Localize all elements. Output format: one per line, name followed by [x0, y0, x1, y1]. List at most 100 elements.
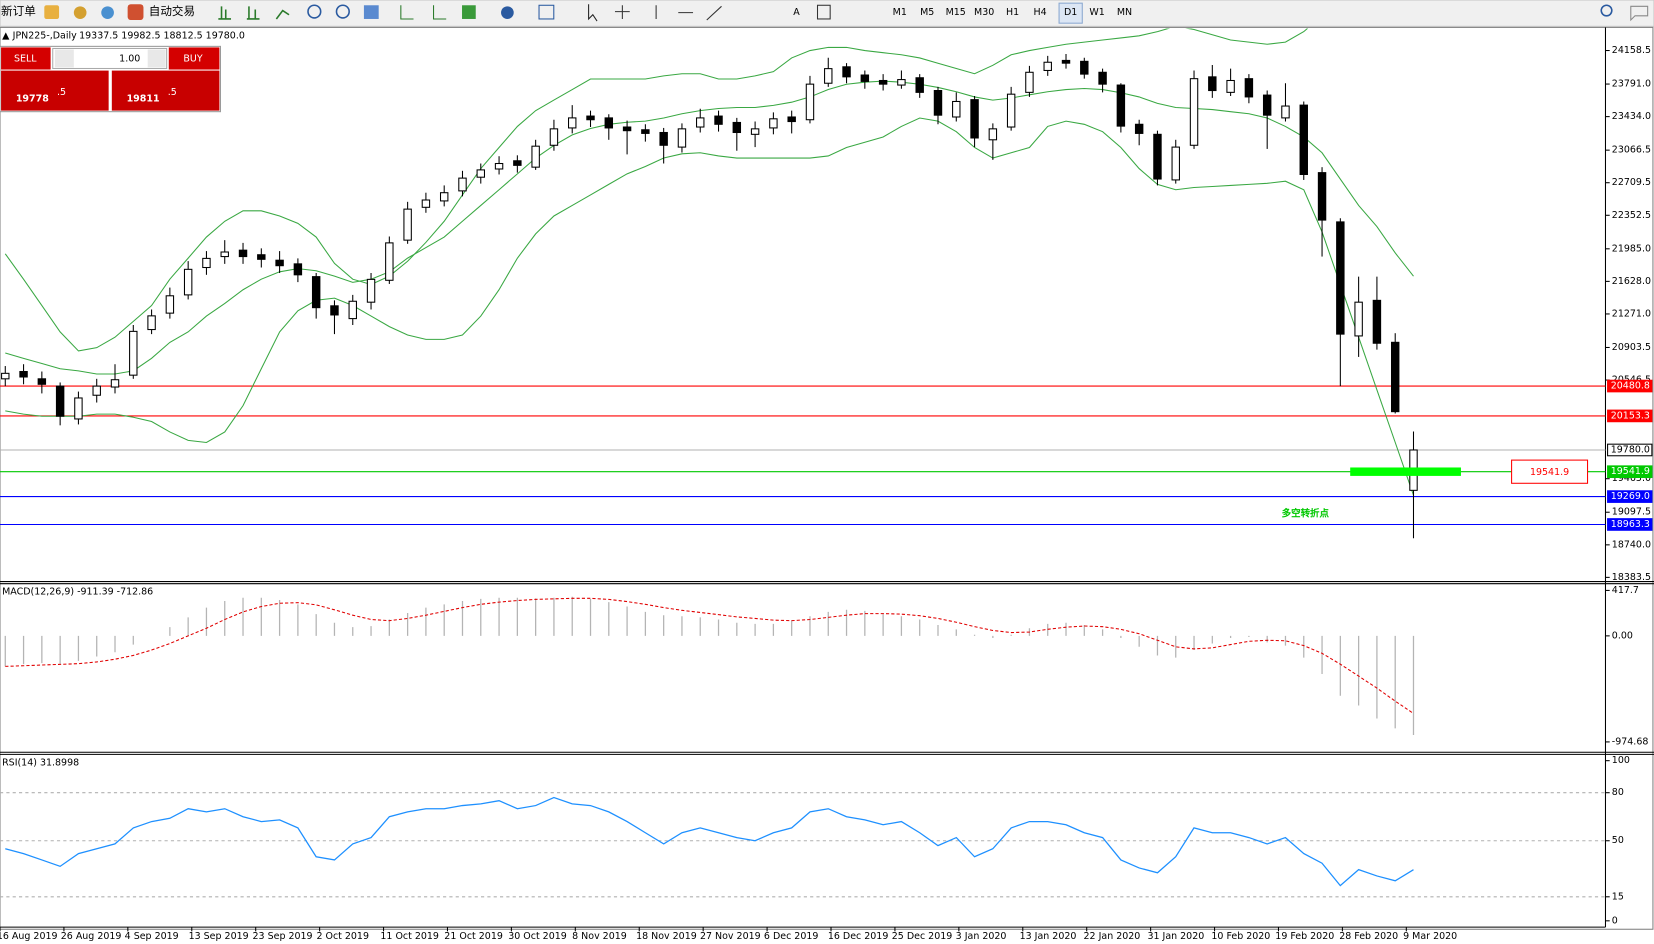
timeframe-button[interactable]: M5	[920, 7, 934, 18]
y-tick-label: 0.00	[1612, 630, 1633, 641]
candle-body	[37, 378, 47, 385]
candle-body	[220, 251, 229, 258]
icon[interactable]	[73, 6, 87, 19]
buy-price-box[interactable]	[111, 70, 220, 111]
chart-title: JPN225-,Daily	[12, 30, 77, 41]
buy-label[interactable]: BUY	[183, 54, 202, 65]
sell-button[interactable]	[1, 47, 51, 70]
candle-body	[1025, 71, 1034, 93]
search-icon[interactable]	[1600, 4, 1613, 17]
y-tick-label: 20903.5	[1612, 342, 1651, 353]
candle-body	[385, 242, 394, 281]
candle-body	[750, 128, 760, 135]
y-tick-label: 15	[1612, 891, 1624, 902]
timeframe-button[interactable]: M1	[893, 7, 907, 18]
pivot-label-box	[1511, 459, 1589, 484]
cursor-icon[interactable]	[588, 4, 598, 22]
candle-body	[714, 115, 723, 125]
auto-trading-button[interactable]: 自动交易	[149, 4, 195, 18]
candle-body	[604, 117, 614, 129]
candle-body	[275, 259, 284, 267]
candle-body	[330, 305, 339, 316]
periods-icon[interactable]	[501, 6, 514, 19]
lot-down[interactable]	[54, 49, 74, 68]
shift-icons[interactable]	[400, 5, 447, 20]
auto-trading-icon[interactable]	[127, 4, 144, 21]
new-order-button[interactable]: 新订单	[1, 4, 36, 18]
candle-body	[147, 315, 156, 331]
chart-frame	[0, 26, 1654, 930]
timeframe-button[interactable]: W1	[1089, 7, 1104, 18]
icon[interactable]	[44, 5, 60, 19]
tile-icon[interactable]	[363, 5, 379, 19]
x-tick-label: 2 Oct 2019	[316, 931, 369, 942]
candle-body	[366, 278, 376, 303]
x-tick-label: 6 Dec 2019	[764, 931, 819, 942]
label-tool[interactable]	[816, 4, 831, 20]
ask-price[interactable]: 19811	[127, 94, 160, 105]
bid-fraction[interactable]: .5	[57, 87, 66, 98]
level-price-label: 19541.9	[1611, 466, 1650, 477]
timeframe-button[interactable]: D1	[1064, 7, 1077, 18]
x-tick-label: 4 Sep 2019	[125, 931, 179, 942]
x-tick-label: 23 Sep 2019	[253, 931, 313, 942]
candle-body	[769, 118, 778, 129]
y-tick-label: -974.68	[1612, 736, 1649, 747]
candle-body	[1116, 84, 1126, 127]
level-price-label: 20480.8	[1611, 381, 1650, 392]
active-timeframe	[1058, 2, 1083, 24]
draw-tools[interactable]	[614, 5, 722, 21]
macd-signal	[5, 597, 1414, 714]
level-price-label: 18963.3	[1611, 519, 1650, 530]
timeframe-button[interactable]: MN	[1117, 7, 1132, 18]
candle-body	[257, 254, 266, 260]
bid-price[interactable]: 19778	[16, 94, 49, 105]
pivot-label: 19541.9	[1530, 467, 1569, 478]
icon[interactable]	[101, 6, 114, 19]
indicators-icon[interactable]	[462, 5, 476, 19]
ask-fraction[interactable]: .5	[168, 87, 177, 98]
sell-label[interactable]: SELL	[14, 54, 37, 65]
x-tick-label: 11 Oct 2019	[380, 931, 439, 942]
level-price-label: 19269.0	[1611, 491, 1650, 502]
timeframe-button[interactable]: H4	[1033, 7, 1046, 18]
y-tick-label: 22709.5	[1612, 177, 1651, 188]
bollinger-upper	[4, 28, 1309, 352]
candle-body	[1061, 59, 1071, 64]
zoom-out-icon[interactable]	[335, 4, 350, 19]
candle-body	[1262, 94, 1272, 116]
timeframes: M1 M5 M15 M30 H1 H4 D1 W1 MN	[893, 7, 1132, 18]
candle-body	[531, 145, 540, 168]
candle-body	[1226, 79, 1235, 93]
candle-body	[1153, 133, 1162, 180]
timeframe-button[interactable]: M30	[974, 7, 994, 18]
bollinger-lower	[5, 117, 1414, 496]
lot-value[interactable]: 1.00	[119, 54, 140, 65]
lot-input[interactable]	[52, 47, 168, 70]
candle-body	[915, 77, 924, 93]
lot-up[interactable]	[147, 49, 166, 68]
sell-price-box[interactable]	[1, 70, 109, 111]
y-tick-label: 19465.0	[1612, 473, 1651, 484]
candle-body	[787, 116, 796, 123]
text-tool[interactable]: A	[793, 7, 800, 18]
candle-body	[202, 257, 211, 269]
chart-type-icons[interactable]	[218, 6, 290, 20]
templates-icon[interactable]	[538, 4, 555, 20]
candle-body	[824, 68, 833, 84]
zoom-in-icon[interactable]	[307, 4, 322, 19]
y-tick-label: 18383.5	[1612, 572, 1651, 583]
level-price-box	[1607, 443, 1653, 457]
candle-body	[1098, 71, 1107, 85]
chart-symbol-marker: ▲	[2, 30, 10, 41]
candle-body	[659, 131, 668, 146]
timeframe-button[interactable]: H1	[1006, 7, 1019, 18]
candle-body	[1372, 299, 1382, 344]
candle-body	[878, 79, 888, 85]
timeframe-button[interactable]: M15	[946, 7, 966, 18]
chat-icon[interactable]	[1630, 5, 1649, 22]
x-tick-label: 18 Nov 2019	[636, 931, 697, 942]
toolbar	[0, 0, 1654, 27]
buy-button[interactable]	[168, 47, 220, 70]
